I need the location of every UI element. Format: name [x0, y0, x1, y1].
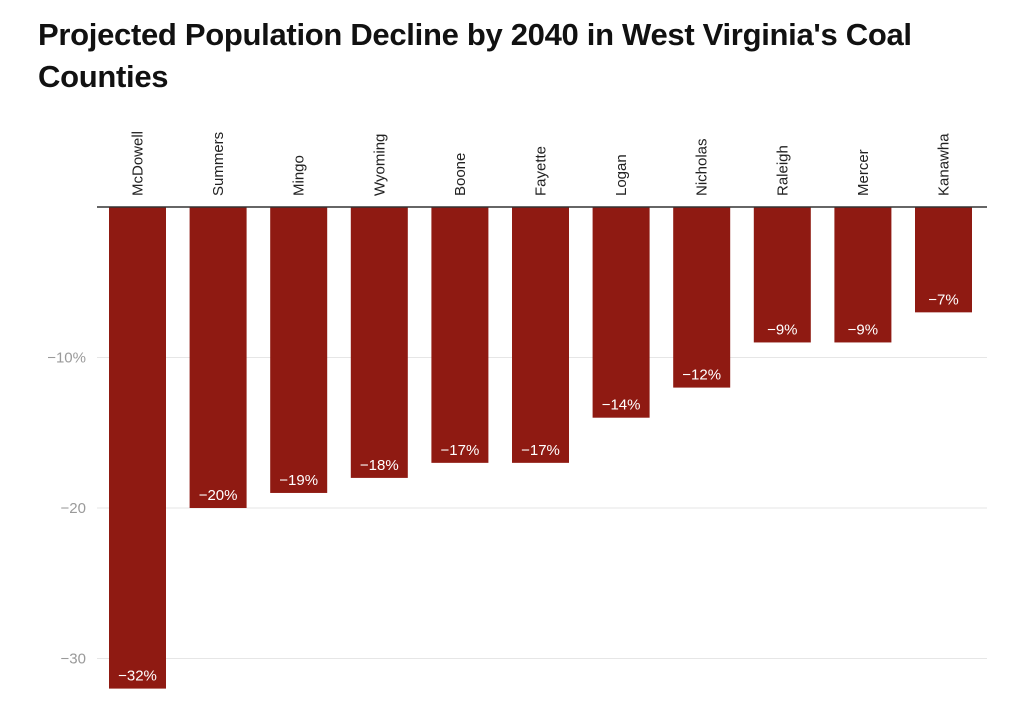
- value-label: −17%: [441, 442, 480, 459]
- label-layer: −10% −20 −30 −32% McDowell −20% Summers −19% Min…: [47, 131, 959, 685]
- value-label: −17%: [521, 442, 560, 459]
- category-label: Logan: [613, 154, 630, 196]
- category-label: Raleigh: [774, 145, 791, 196]
- bar-boone: [431, 207, 489, 463]
- bar-fayette: [512, 207, 569, 463]
- value-label: −14%: [602, 397, 641, 414]
- category-label: Fayette: [533, 146, 550, 196]
- bar-mcdowell: [109, 207, 166, 689]
- bar-layer: [109, 207, 972, 689]
- y-tick-label: −20: [61, 500, 86, 517]
- bar-mingo: [270, 207, 328, 493]
- value-label: −9%: [767, 321, 797, 338]
- value-label: −7%: [928, 291, 958, 308]
- category-label: Wyoming: [371, 134, 388, 196]
- value-label: −9%: [848, 321, 878, 338]
- y-tick-label: −10%: [47, 350, 86, 367]
- category-label: Nicholas: [694, 138, 711, 196]
- value-label: −20%: [199, 487, 238, 504]
- bar-mercer: [834, 207, 892, 343]
- category-label: Kanawha: [936, 133, 953, 196]
- category-label: McDowell: [130, 131, 147, 196]
- bar-wyoming: [350, 207, 408, 478]
- category-label: Mingo: [291, 155, 308, 196]
- value-label: −18%: [360, 457, 399, 474]
- category-label: Summers: [210, 132, 227, 196]
- value-label: −32%: [118, 668, 157, 685]
- value-label: −19%: [279, 472, 318, 489]
- category-label: Mercer: [855, 149, 872, 196]
- bar-summers: [189, 207, 247, 508]
- bar-kanawha: [915, 207, 972, 313]
- bar-logan: [592, 207, 650, 418]
- chart-title: Projected Population Decline by 2040 in …: [38, 17, 912, 94]
- bar-raleigh: [753, 207, 811, 343]
- bar-nicholas: [673, 207, 731, 388]
- category-label: Boone: [452, 153, 469, 196]
- value-label: −12%: [682, 367, 721, 384]
- y-tick-label: −30: [61, 651, 86, 668]
